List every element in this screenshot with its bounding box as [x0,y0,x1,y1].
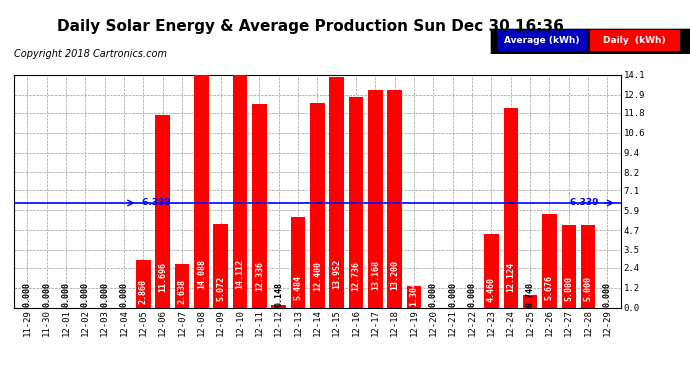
Text: 14.088: 14.088 [197,259,206,289]
Text: 5.072: 5.072 [216,276,225,301]
Text: 0.740: 0.740 [526,282,535,307]
Text: 12.124: 12.124 [506,261,515,291]
Bar [233,75,247,308]
Bar [213,224,228,308]
Text: Daily Solar Energy & Average Production Sun Dec 30 16:36: Daily Solar Energy & Average Production … [57,19,564,34]
Bar [290,217,305,308]
Bar [175,264,189,308]
Text: 0.000: 0.000 [81,282,90,307]
Text: 0.148: 0.148 [274,282,283,307]
Bar [523,295,538,307]
Text: 0.000: 0.000 [468,282,477,307]
Bar [484,234,499,308]
Text: 0.000: 0.000 [119,282,128,307]
Bar [407,286,422,308]
Text: 4.460: 4.460 [487,277,496,302]
Text: 13.200: 13.200 [391,260,400,290]
Text: 12.400: 12.400 [313,261,322,291]
Text: 13.952: 13.952 [333,259,342,289]
Text: Average (kWh): Average (kWh) [504,36,580,45]
Text: 5.484: 5.484 [293,275,302,300]
Bar [155,115,170,308]
Text: 0.000: 0.000 [100,282,109,307]
Text: 0.000: 0.000 [429,282,438,307]
Text: Daily  (kWh): Daily (kWh) [604,36,666,45]
Text: Copyright 2018 Cartronics.com: Copyright 2018 Cartronics.com [14,49,167,59]
Text: 6.339: 6.339 [570,198,602,207]
Text: 5.676: 5.676 [545,275,554,300]
Bar [388,90,402,308]
Text: 2.638: 2.638 [177,279,186,304]
Bar [252,104,266,308]
Text: 0.000: 0.000 [603,282,612,307]
Bar [349,98,364,308]
Text: 5.000: 5.000 [584,276,593,301]
Text: 11.696: 11.696 [158,262,167,292]
Text: 12.736: 12.736 [352,261,361,291]
Text: 13.168: 13.168 [371,260,380,290]
Bar [271,305,286,308]
Bar [368,90,383,308]
Text: 5.000: 5.000 [564,276,573,301]
Text: 14.112: 14.112 [235,259,244,289]
Bar [310,103,325,308]
Text: 12.336: 12.336 [255,261,264,291]
Bar [194,75,208,308]
Text: 0.000: 0.000 [61,282,70,307]
Bar [504,108,518,307]
Text: 2.860: 2.860 [139,279,148,304]
Text: 0.000: 0.000 [42,282,51,307]
Text: 1.304: 1.304 [410,281,419,306]
Text: 0.000: 0.000 [23,282,32,307]
Bar [542,214,557,308]
Bar [562,225,576,308]
Bar [330,78,344,308]
Bar [136,260,150,308]
Bar [581,225,595,308]
Text: 0.000: 0.000 [448,282,457,307]
Text: 6.339: 6.339 [139,198,170,207]
